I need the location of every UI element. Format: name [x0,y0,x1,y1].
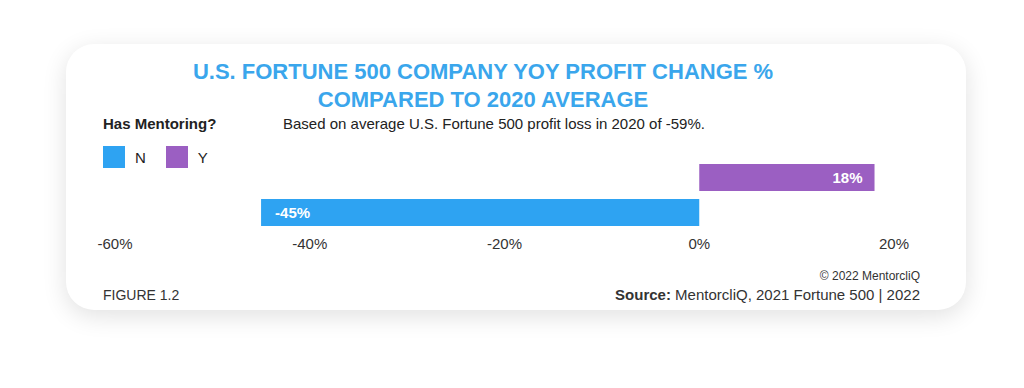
html-text:U.S. FORTUNE 500 COMPANY YOY P: U.S. FORTUNE 500 COMPANY YOY PROFIT CHAN… [192,59,774,84]
svg-text:-40%: -40% [292,235,327,252]
html-text:Based on average U.S. Fortune: Based on average U.S. Fortune 500 profit… [283,115,705,132]
html-text:N: N [135,148,146,166]
svg-text:-20%: -20% [487,235,522,252]
html-text:FIGURE 1.2: FIGURE 1.2 [103,287,180,303]
svg-text:20%: 20% [879,235,909,252]
html-text:© 2022 MentorcliQ: © 2022 MentorcliQ [819,269,920,283]
svg-text:-45%: -45% [275,204,310,221]
html-text:Has Mentoring?: Has Mentoring? [103,115,217,132]
html-text:COMPARED TO 2020 AVERAGE: COMPARED TO 2020 AVERAGE [317,87,649,112]
svg-text:0%: 0% [688,235,710,252]
svg-text:18%: 18% [832,169,862,186]
svg-text:-60%: -60% [97,235,132,252]
html-text:Source: MentorcliQ, 2021 Fortu: Source: MentorcliQ, 2021 Fortune 500 | 2… [615,286,920,303]
html-text:Y: Y [197,148,208,166]
